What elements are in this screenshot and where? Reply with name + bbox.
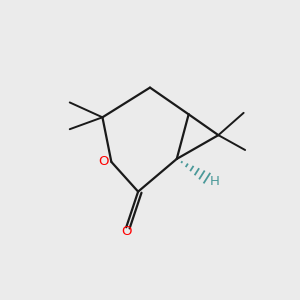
Text: H: H [210,175,220,188]
Text: O: O [98,155,108,168]
Text: O: O [121,225,131,238]
